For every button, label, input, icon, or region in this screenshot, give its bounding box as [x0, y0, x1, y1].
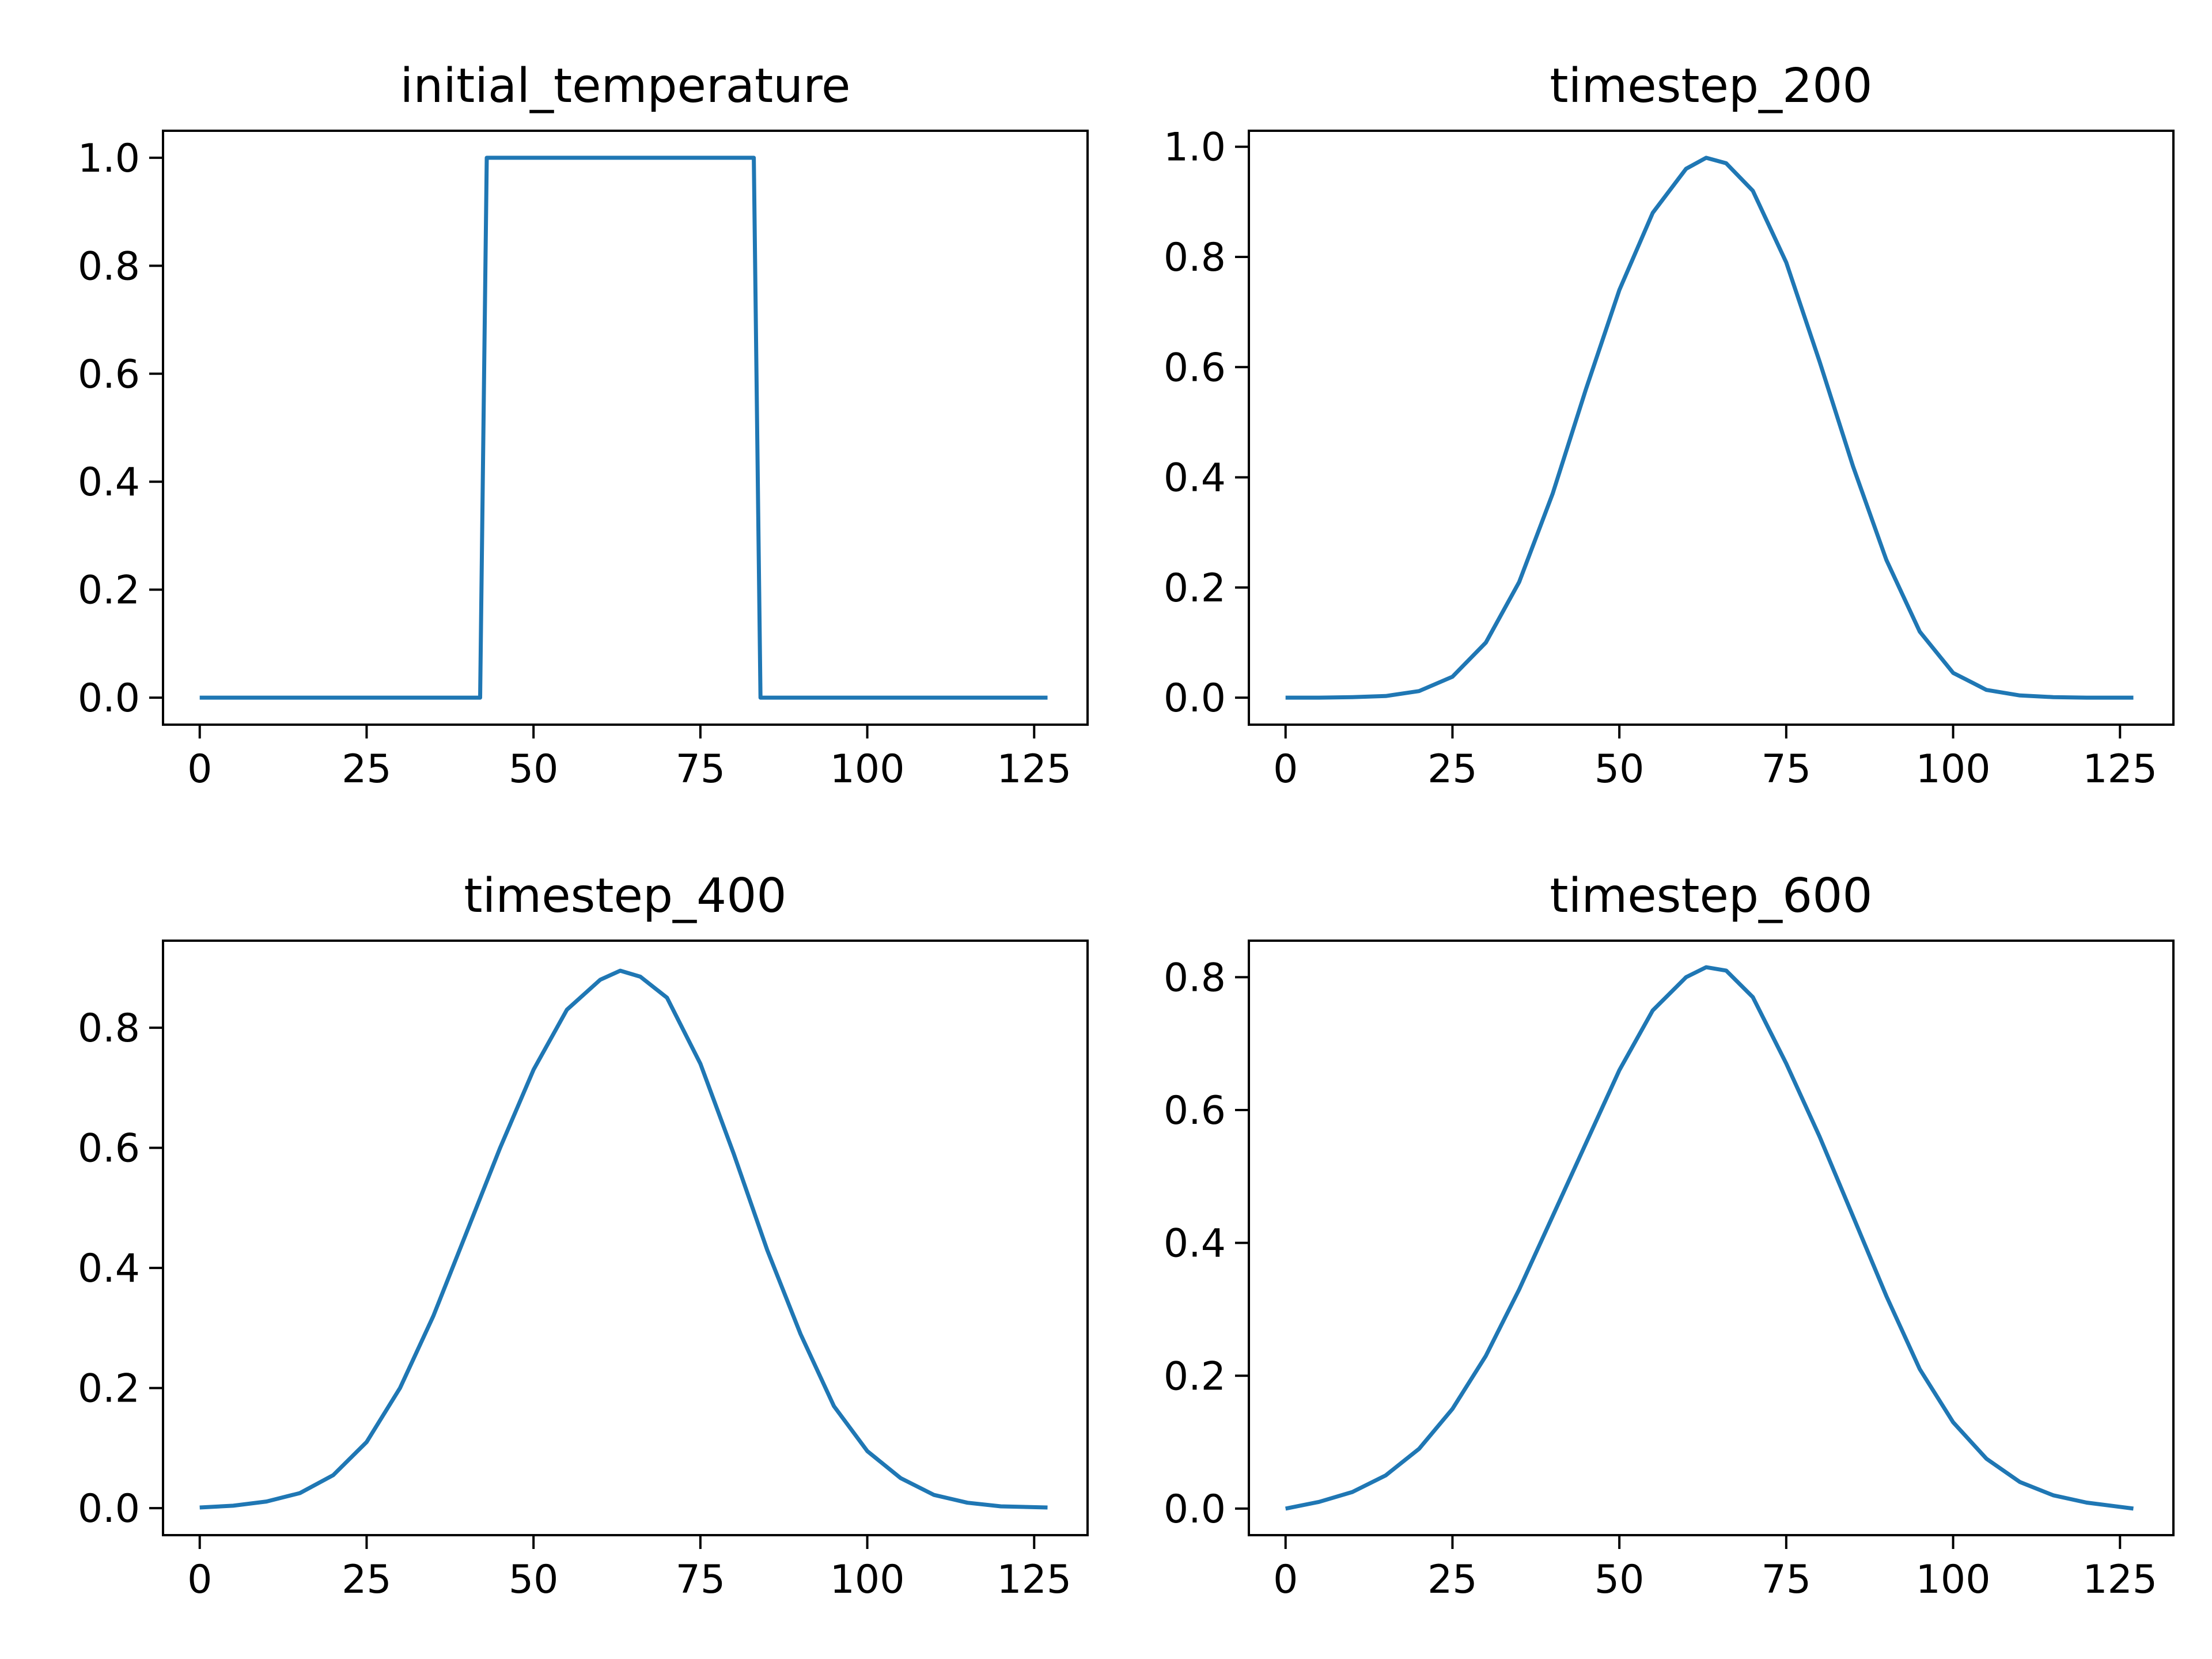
subplot-2: timestep_200 0 25 50 75 100 125 0.0 0.2 0.4 0.6 0.8…: [1164, 59, 2175, 792]
x-tick-label: 50: [509, 747, 559, 792]
x-tick-label: 25: [1427, 1557, 1478, 1603]
x-tick-label: 50: [509, 1557, 559, 1603]
y-tick-label: 0.6: [78, 352, 140, 397]
y-tick-label: 0.2: [78, 568, 140, 613]
x-tick-label: 75: [1762, 1557, 1812, 1603]
x-tick-label: 100: [1916, 747, 1991, 792]
subplot-title: timestep_600: [1550, 869, 1872, 923]
series-line: [1285, 965, 2134, 1511]
axes-frame: [162, 130, 1089, 726]
x-tick-label: 50: [1594, 1557, 1645, 1603]
axes-frame: [1248, 130, 2175, 726]
y-tick-label: 0.2: [1164, 1354, 1226, 1399]
x-tick-label: 100: [1916, 1557, 1991, 1603]
y-tick-label: 0.4: [78, 1246, 140, 1291]
subplot-1: initial_temperature 0 25 50 75 100 125 0.0 0.2 0.…: [78, 59, 1089, 792]
y-tick-label: 0.2: [1164, 566, 1226, 611]
x-tick-label: 0: [187, 747, 212, 792]
axes-frame: [1248, 940, 2175, 1536]
y-tick-label: 0.4: [1164, 456, 1226, 501]
y-tick-label: 0.8: [1164, 955, 1226, 1001]
axes-frame: [162, 940, 1089, 1536]
y-tick-label: 0.8: [1164, 235, 1226, 281]
y-tick-label: 1.0: [1164, 125, 1226, 171]
x-tick-label: 75: [1762, 747, 1812, 792]
x-tick-label: 50: [1594, 747, 1645, 792]
series-line: [1285, 156, 2134, 700]
subplot-grid: initial_temperature 0 25 50 75 100 125 0.0 0.2 0.…: [78, 59, 2175, 1603]
y-tick-label: 0.6: [1164, 1088, 1226, 1134]
x-tick-label: 0: [1273, 1557, 1298, 1603]
subplot-title: timestep_200: [1550, 59, 1872, 113]
y-tick-label: 0.2: [78, 1366, 140, 1412]
y-tick-label: 0.0: [78, 1486, 140, 1532]
x-tick-label: 125: [997, 747, 1071, 792]
x-tick-label: 75: [676, 1557, 726, 1603]
x-tick-label: 125: [2082, 1557, 2157, 1603]
x-tick-label: 25: [1427, 747, 1478, 792]
subplot-3: timestep_400 0 25 50 75 100 125 0.0 0.2 0.4 0.6 0.8: [78, 869, 1089, 1603]
y-tick-label: 0.0: [1164, 1487, 1226, 1532]
series-line: [199, 968, 1048, 1510]
x-tick-label: 0: [187, 1557, 212, 1603]
y-tick-label: 1.0: [78, 136, 140, 181]
x-tick-label: 125: [2082, 747, 2157, 792]
x-tick-label: 125: [997, 1557, 1071, 1603]
subplot-4: timestep_600 0 25 50 75 100 125 0.0 0.2 0.4 0.6 0.8: [1164, 869, 2175, 1603]
y-tick-label: 0.0: [78, 676, 140, 721]
x-tick-label: 100: [830, 747, 905, 792]
y-tick-label: 0.8: [78, 244, 140, 289]
y-tick-label: 0.6: [1164, 345, 1226, 391]
y-tick-label: 0.4: [1164, 1221, 1226, 1267]
y-tick-label: 0.4: [78, 460, 140, 505]
subplot-title: timestep_400: [464, 869, 786, 923]
x-tick-label: 25: [342, 1557, 392, 1603]
y-tick-label: 0.6: [78, 1126, 140, 1172]
x-tick-label: 0: [1273, 747, 1298, 792]
x-tick-label: 75: [676, 747, 726, 792]
y-tick-label: 0.0: [1164, 676, 1226, 721]
y-tick-label: 0.8: [78, 1006, 140, 1051]
x-tick-label: 25: [342, 747, 392, 792]
subplot-title: initial_temperature: [400, 59, 851, 113]
series-line: [199, 156, 1048, 700]
x-tick-label: 100: [830, 1557, 905, 1603]
